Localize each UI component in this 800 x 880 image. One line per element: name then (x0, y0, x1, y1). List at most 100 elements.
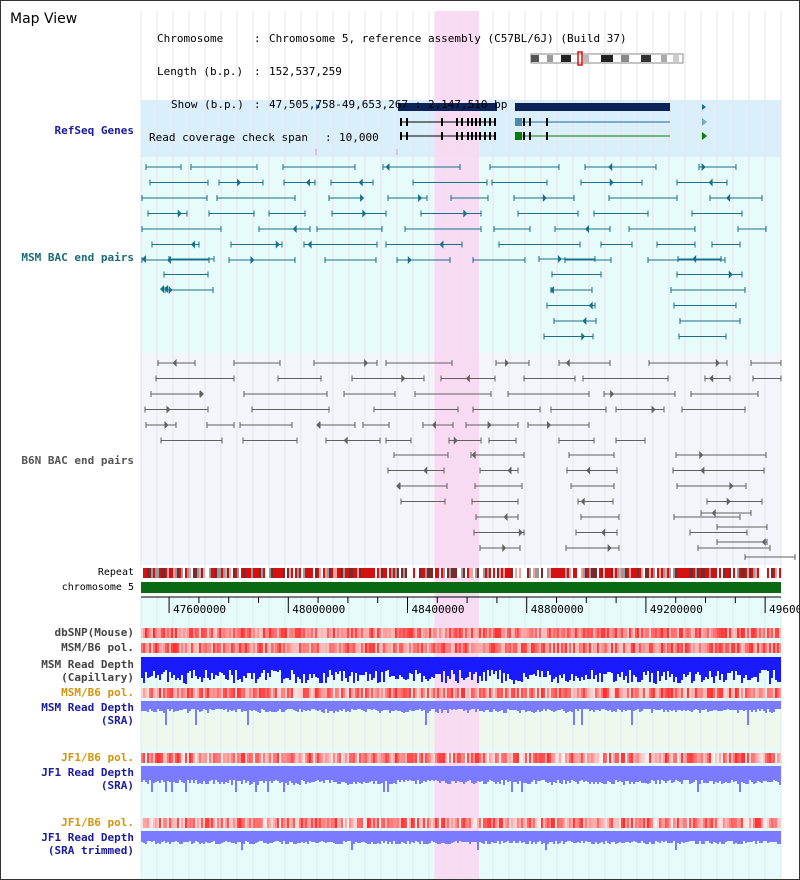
depth-bar (353, 766, 355, 782)
heat-cell (271, 688, 273, 698)
bac-arrow (651, 405, 656, 414)
depth-bar (365, 766, 367, 783)
depth-bar (733, 657, 735, 680)
depth-bar (203, 831, 205, 844)
heat-cell (487, 628, 489, 638)
depth-bar (201, 831, 203, 843)
heat-cell (435, 643, 437, 653)
depth-bar (769, 766, 771, 782)
ideogram-band (661, 55, 667, 62)
depth-bar (187, 831, 189, 842)
depth-bar (487, 657, 489, 670)
heat-cell (517, 753, 519, 763)
depth-bar (387, 657, 389, 670)
heat-cell (497, 643, 499, 653)
heat-cell (543, 628, 545, 638)
track-label-refseq[interactable]: RefSeq Genes (54, 124, 134, 137)
depth-bar (621, 701, 623, 712)
bac-arrow (609, 178, 614, 187)
repeat-element (323, 568, 325, 578)
heat-cell (419, 628, 421, 638)
heat-cell (679, 643, 681, 653)
depth-bar (157, 657, 159, 675)
heat-cell (301, 628, 303, 638)
depth-bar (635, 831, 637, 842)
depth-bar (489, 701, 491, 712)
depth-bar (583, 657, 585, 680)
heat-cell (361, 753, 363, 763)
exon (489, 132, 491, 140)
heat-cell (149, 753, 151, 763)
heat-cell (671, 753, 673, 763)
depth-bar (389, 831, 391, 842)
heat-cell (691, 628, 693, 638)
track-label-b6n-bac[interactable]: B6N BAC end pairs (21, 454, 134, 467)
depth-bar (283, 701, 285, 712)
depth-bar (721, 831, 723, 844)
heat-cell (351, 628, 353, 638)
heat-cell (579, 688, 581, 698)
heat-cell (607, 688, 609, 698)
depth-bar (681, 657, 683, 680)
heat-cell (435, 753, 437, 763)
depth-bar (761, 831, 763, 843)
heat-cell (159, 753, 161, 763)
heat-cell (733, 753, 735, 763)
depth-bar (739, 831, 741, 844)
heat-cell (549, 643, 551, 653)
depth-bar (263, 657, 265, 670)
heat-cell (419, 688, 421, 698)
depth-bar (337, 701, 339, 712)
heat-cell (443, 753, 445, 763)
depth-bar (449, 657, 451, 679)
repeat-element (197, 568, 199, 578)
depth-bar (329, 766, 331, 783)
heat-cell (289, 818, 291, 828)
repeat-element (263, 568, 265, 578)
depth-bar (237, 766, 239, 781)
heat-cell (415, 818, 417, 828)
repeat-element (771, 568, 773, 578)
depth-bar (457, 766, 459, 781)
heat-cell (537, 753, 539, 763)
repeat-element (745, 568, 747, 578)
track-label-msm-bac[interactable]: MSM BAC end pairs (21, 251, 134, 264)
depth-bar (773, 701, 775, 712)
repeat-element (599, 568, 601, 578)
depth-bar (417, 766, 419, 780)
depth-bar (325, 766, 327, 780)
depth-bar (475, 766, 477, 783)
heat-cell (731, 818, 733, 828)
depth-bar (189, 831, 191, 841)
depth-bar (369, 831, 371, 844)
bac-arrow (518, 528, 523, 537)
depth-bar (603, 831, 605, 844)
depth-bar (497, 701, 499, 712)
heat-cell (423, 688, 425, 698)
heat-cell (431, 688, 433, 698)
depth-bar (417, 831, 419, 842)
heat-cell (225, 753, 227, 763)
depth-bar (179, 766, 181, 780)
depth-bar (709, 701, 711, 711)
heat-cell (539, 818, 541, 828)
depth-bar (405, 701, 407, 712)
chromosome-bar (141, 582, 781, 593)
heat-cell (443, 628, 445, 638)
repeat-element (657, 568, 659, 578)
repeat-element (747, 568, 749, 578)
depth-bar (249, 657, 251, 673)
depth-bar (433, 657, 435, 678)
depth-bar (743, 701, 745, 711)
repeat-element (403, 568, 405, 578)
repeat-element (435, 568, 437, 578)
heat-cell (151, 688, 153, 698)
heat-cell (527, 688, 529, 698)
heat-cell (215, 688, 217, 698)
depth-bar (481, 657, 483, 681)
heat-cell (293, 688, 295, 698)
depth-bar (541, 657, 543, 671)
depth-bar (457, 701, 459, 709)
heat-cell (693, 628, 695, 638)
